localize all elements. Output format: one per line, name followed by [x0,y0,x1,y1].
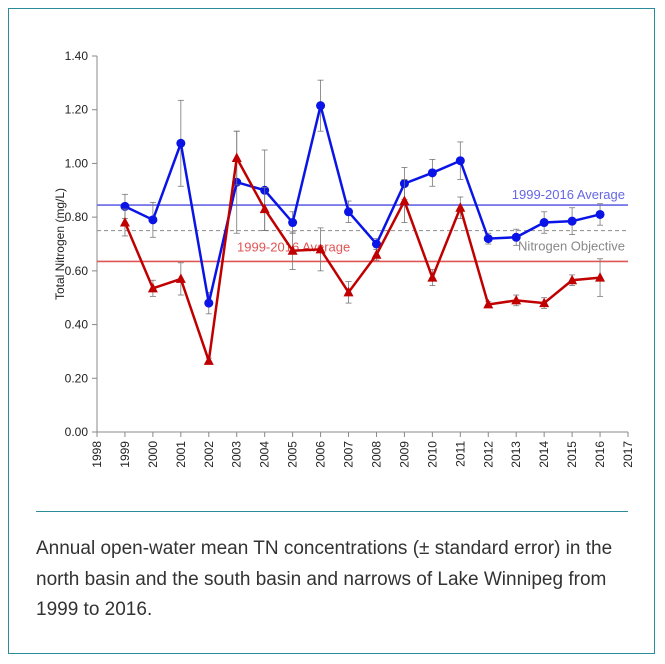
x-tick-label: 2015 [565,441,579,468]
x-tick-label: 2013 [509,441,523,468]
x-tick-label: 2009 [397,441,411,468]
marker [371,249,382,259]
x-tick-label: 2002 [202,441,216,468]
marker [288,218,298,228]
marker [427,272,438,282]
x-tick-label: 2010 [425,441,439,468]
x-tick-label: 2012 [481,441,495,468]
marker [204,298,214,308]
x-tick-label: 2017 [621,441,635,468]
marker [511,294,522,305]
x-tick-label: 2001 [174,441,188,468]
y-tick-label: 0.40 [65,318,89,332]
x-tick-label: 2003 [230,441,244,468]
marker [259,203,270,214]
marker [539,297,550,308]
y-tick-label: 1.20 [65,103,89,117]
x-tick-label: 1998 [90,441,104,468]
x-tick-label: 2006 [314,441,328,468]
reference-label: Nitrogen Objective [518,239,625,254]
y-tick-label: 1.40 [65,49,89,63]
y-tick-label: 0.80 [65,210,89,224]
y-tick-label: 0.00 [65,425,89,439]
marker [120,201,130,211]
marker [203,355,214,365]
x-tick-label: 2004 [258,441,272,468]
x-tick-label: 2000 [146,441,160,468]
x-tick-label: 2016 [593,441,607,468]
marker [567,216,577,226]
y-axis-label: Total Nitrogen (mg/L) [53,188,67,300]
marker [539,218,549,228]
marker [399,195,410,206]
marker [148,215,158,225]
marker [511,232,521,242]
marker [147,282,158,293]
x-tick-label: 2005 [286,441,300,468]
caption: Annual open-water mean TN concentrations… [36,538,613,620]
y-tick-label: 0.60 [65,264,89,278]
marker [455,156,465,166]
marker [287,245,298,255]
marker [455,202,466,212]
marker [343,286,354,297]
marker [175,273,186,283]
series-line [124,105,601,304]
x-tick-label: 2014 [537,441,551,468]
y-tick-label: 0.20 [65,371,89,385]
marker [483,234,493,244]
marker [427,168,437,178]
marker [315,243,326,254]
x-tick-label: 2011 [453,441,467,467]
x-tick-label: 2007 [342,441,356,468]
marker [316,101,326,111]
separator [36,511,628,512]
marker [119,217,130,227]
reference-label: 1999-2016 Average [512,187,625,202]
marker [344,207,354,217]
marker [483,298,494,309]
marker [595,209,605,219]
chart: Total Nitrogen (mg/L) 0.00 0.20 0.40 0.60 0.… [53,49,635,468]
marker [371,239,381,249]
figure-frame [8,8,655,654]
marker [176,138,186,148]
series-line [123,154,601,362]
y-tick-label: 1.00 [65,156,89,170]
marker [231,152,242,163]
x-tick-label: 1999 [118,441,132,468]
marker [595,272,606,282]
marker [567,274,578,285]
x-tick-label: 2008 [369,441,383,468]
